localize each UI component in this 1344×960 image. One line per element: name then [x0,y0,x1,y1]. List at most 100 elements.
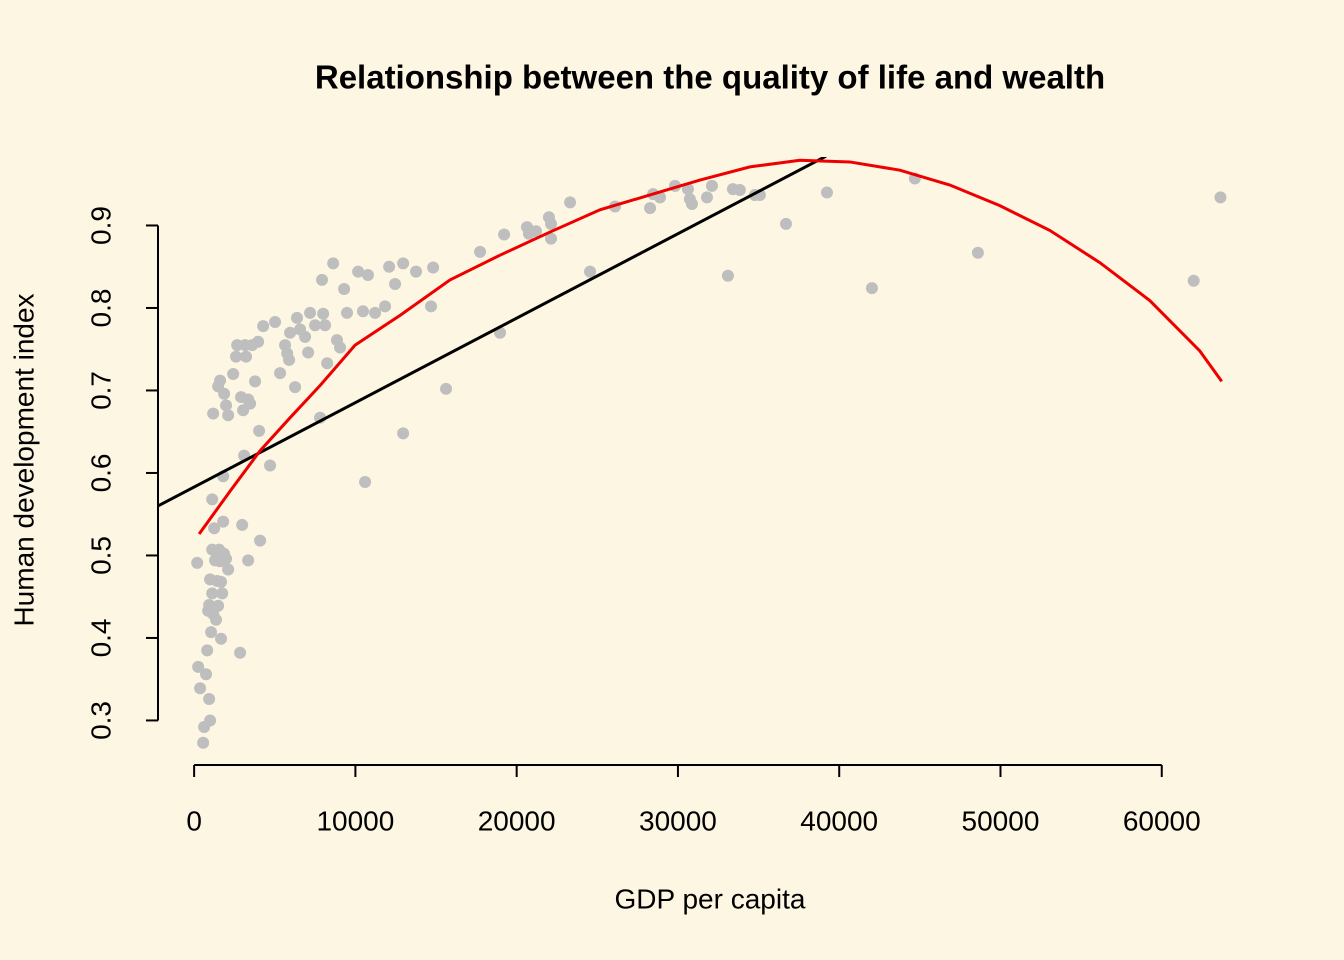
point [257,320,270,333]
point [440,382,453,395]
point [283,353,296,366]
point [222,563,235,576]
point [299,330,312,343]
point [218,387,231,400]
point [425,300,438,313]
point [341,306,354,319]
point [700,191,713,204]
point [427,261,440,274]
point [274,367,287,380]
fit-line [158,157,827,508]
point [192,660,205,673]
point [361,268,374,281]
point [197,736,210,749]
point [240,350,253,363]
y-axis-label: Human development index [8,293,39,626]
x-axis-label: GDP per capita [615,883,806,914]
y-tick-label: 0.9 [85,206,116,245]
point [201,644,214,657]
point [236,518,249,531]
point [1214,191,1227,204]
point [564,196,577,209]
point [820,186,833,199]
point [1187,274,1200,287]
point [389,278,402,291]
x-tick-label: 10000 [316,805,394,836]
point [733,183,746,196]
point [352,265,365,278]
point [234,646,247,659]
point [316,273,329,286]
point [338,282,351,295]
plot-area [158,157,1227,749]
chart-title: Relationship between the quality of life… [315,59,1105,96]
point [304,306,317,319]
point [244,397,257,410]
point [289,381,302,394]
point [204,714,217,727]
point [210,613,223,626]
point [205,626,218,639]
point [206,493,219,506]
point [397,427,410,440]
point [220,552,233,565]
y-tick-label: 0.8 [85,289,116,328]
point [545,217,558,230]
y-tick-label: 0.5 [85,536,116,575]
point [252,335,265,348]
point [334,341,347,354]
point [291,311,304,324]
point [208,522,221,535]
point [227,367,240,380]
point [191,556,204,569]
x-tick-label: 0 [186,805,202,836]
point [356,305,369,318]
point [194,682,207,695]
point [242,554,255,567]
x-tick-label: 20000 [478,805,556,836]
point [215,575,228,588]
y-tick-label: 0.3 [85,701,116,740]
point [317,307,330,320]
point [207,407,220,420]
point [220,399,233,412]
point [253,424,266,437]
point [269,315,282,328]
point [319,319,332,332]
point [212,599,225,612]
point [264,459,277,472]
point [206,587,219,600]
point [685,198,698,211]
point [200,668,213,681]
point [545,232,558,245]
point [217,515,230,528]
point [321,357,334,370]
y-tick-label: 0.4 [85,618,116,657]
x-tick-label: 50000 [962,805,1040,836]
x-tick-label: 60000 [1123,805,1201,836]
point [474,245,487,258]
x-tick-label: 30000 [639,805,717,836]
point [302,346,315,359]
point [230,350,243,363]
point [654,191,667,204]
point [584,265,597,278]
point [203,693,216,706]
fit-line [197,158,1223,535]
point [369,306,382,319]
point [327,257,340,270]
point [284,326,297,339]
x-tick-label: 40000 [800,805,878,836]
point [779,217,792,230]
point [530,225,543,238]
point [379,300,392,313]
point [216,587,229,600]
point [681,183,694,196]
point [383,260,396,273]
point [214,374,227,387]
point [249,375,262,388]
point [215,632,228,645]
y-tick-label: 0.6 [85,453,116,492]
point [222,409,235,422]
